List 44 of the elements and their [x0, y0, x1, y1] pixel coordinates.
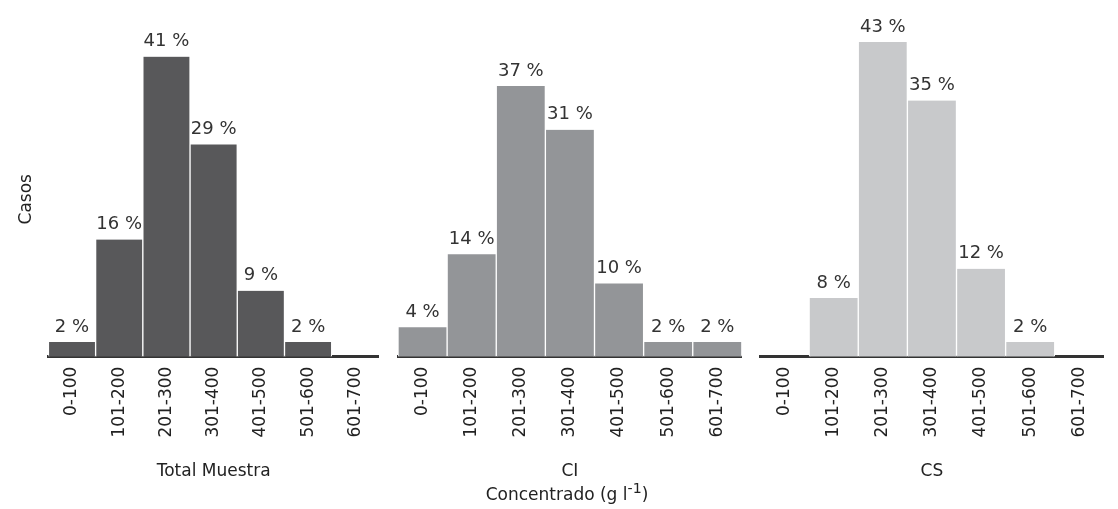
x-tick-label: 401-500 [249, 366, 270, 438]
x-tick-label: 101-200 [460, 366, 481, 438]
x-tick-label: 501-600 [1018, 366, 1039, 438]
x-tick-label: 501-600 [656, 366, 677, 438]
x-tick-label: 401-500 [607, 366, 628, 438]
data-label: 12 % [958, 241, 1004, 263]
x-tick-label: 201-300 [871, 366, 892, 438]
data-label: 14 % [448, 226, 495, 248]
x-tick-label: 101-200 [107, 366, 128, 438]
x-tick-label: 0-100 [772, 366, 793, 416]
data-label: 29 % [190, 117, 237, 139]
x-tick-label: 401-500 [969, 366, 990, 438]
data-label: 2 % [651, 314, 686, 336]
data-label: 9 % [243, 263, 279, 285]
data-label: 41 % [143, 29, 190, 51]
data-label: 16 % [96, 212, 143, 234]
data-label: 2 % [290, 314, 326, 336]
x-tick-label: 201-300 [154, 366, 175, 438]
data-label: 35 % [909, 73, 955, 95]
text: Concentrado (g l$^{-1}$) [485, 480, 649, 504]
x-axis-title: Total Muestra [155, 460, 271, 481]
x-axis-title: CS [920, 460, 944, 481]
x-tick-label: 201-300 [509, 366, 530, 438]
x-tick-label: 301-400 [202, 366, 223, 438]
data-label: 2 % [54, 314, 90, 336]
data-label: 10 % [596, 256, 642, 278]
data-label: 2 % [700, 314, 735, 336]
data-label: 8 % [816, 270, 851, 292]
x-tick-label: 601-700 [343, 366, 364, 438]
x-axis-title: CI [561, 460, 579, 481]
data-label: 2 % [1013, 314, 1048, 336]
x-tick-label: 501-600 [296, 366, 317, 438]
x-tick-label: 301-400 [558, 366, 579, 438]
y-axis-title: Casos [14, 173, 35, 225]
x-tick-label: 601-700 [705, 366, 726, 438]
x-tick-label: 101-200 [822, 366, 843, 438]
x-tick-label: 0-100 [60, 366, 81, 416]
data-label: 4 % [405, 299, 440, 321]
x-tick-label: 0-100 [410, 366, 431, 416]
x-tick-label: 601-700 [1067, 366, 1088, 438]
data-label: 37 % [497, 58, 544, 80]
data-label: 31 % [547, 102, 593, 124]
x-tick-label: 301-400 [920, 366, 941, 438]
data-label: 43 % [859, 14, 906, 36]
